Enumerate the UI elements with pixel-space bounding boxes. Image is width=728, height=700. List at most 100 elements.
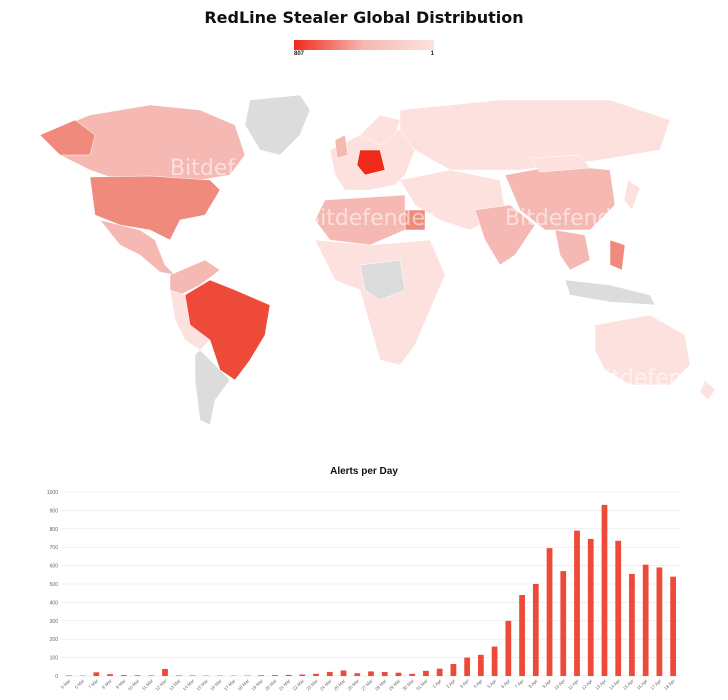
y-tick-label: 600: [50, 564, 59, 570]
x-tick-label: 19 Mar: [250, 678, 264, 692]
x-tick-label: 8 Mar: [101, 678, 113, 690]
x-tick-label: 3 Apr: [459, 678, 470, 689]
y-tick-label: 0: [55, 674, 58, 680]
x-tick-label: 15 Apr: [622, 678, 635, 691]
region-argentina-chile: [194, 349, 231, 426]
x-tick-label: 8 Apr: [528, 678, 539, 689]
x-tick-label: 18 Mar: [237, 678, 251, 692]
bar: [423, 670, 429, 676]
bar: [546, 548, 553, 676]
x-tick-label: 29 Mar: [388, 678, 402, 692]
region-scandinavia: [359, 114, 401, 146]
bar: [450, 664, 457, 676]
bar: [642, 564, 649, 676]
bar: [107, 674, 113, 676]
bar: [120, 675, 127, 676]
bar: [340, 670, 347, 676]
color-legend: 807 1: [294, 40, 434, 60]
bar: [409, 673, 416, 676]
bar: [368, 671, 374, 676]
region-philippines: [609, 239, 626, 271]
y-tick-label: 400: [50, 600, 59, 606]
x-tick-label: 25 Mar: [333, 678, 347, 692]
x-tick-label: 1 Apr: [431, 678, 442, 689]
y-tick-label: 900: [50, 508, 59, 514]
y-tick-label: 300: [50, 619, 59, 625]
bar: [464, 657, 471, 676]
region-new-zealand: [699, 379, 716, 401]
x-tick-label: 31 Mar: [415, 678, 429, 692]
bar: [285, 674, 292, 676]
legend-max-label: 807: [294, 51, 305, 57]
region-greenland: [244, 94, 311, 156]
region-united-kingdom: [334, 134, 349, 159]
x-tick-label: 13 Mar: [168, 678, 182, 692]
y-tick-label: 700: [50, 545, 59, 551]
chart-title: Alerts per Day: [330, 466, 398, 477]
x-tick-label: 6 Mar: [74, 678, 86, 690]
bar: [532, 584, 539, 676]
region-usa: [89, 175, 221, 241]
region-southeast-asia: [554, 229, 591, 271]
bar: [615, 540, 622, 676]
bar: [65, 675, 72, 676]
map-watermark-1: Bitdefender: [170, 156, 300, 181]
x-tick-label: 24 Mar: [319, 678, 333, 692]
region-central-africa: [359, 259, 406, 301]
map-watermark-2: Bitdefender: [305, 206, 435, 231]
page-title: RedLine Stealer Global Distribution: [204, 8, 524, 27]
x-tick-label: 16 Mar: [209, 678, 223, 692]
x-tick-label: 7 Mar: [87, 678, 99, 690]
x-tick-label: 18 Apr: [663, 678, 676, 691]
x-tick-label: 5 Mar: [60, 678, 72, 690]
bar: [381, 671, 388, 676]
x-tick-label: 28 Mar: [374, 678, 388, 692]
y-tick-label: 100: [50, 656, 59, 662]
region-indonesia: [564, 279, 656, 306]
x-tick-label: 20 Mar: [264, 678, 278, 692]
region-japan: [623, 179, 641, 211]
x-tick-label: 22 Mar: [292, 678, 306, 692]
bar: [601, 504, 608, 676]
x-tick-label: 23 Mar: [305, 678, 319, 692]
x-tick-label: 6 Apr: [500, 678, 511, 689]
bar: [189, 675, 196, 676]
bar: [670, 576, 677, 676]
x-tick-label: 9 Apr: [541, 678, 552, 689]
bar: [258, 675, 265, 676]
y-tick-label: 800: [50, 527, 59, 533]
region-india: [474, 204, 536, 266]
x-tick-label: 15 Mar: [195, 678, 209, 692]
bar: [395, 672, 402, 676]
region-canada: [39, 104, 246, 181]
y-tick-label: 1000: [47, 490, 58, 496]
x-tick-label: 9 Mar: [115, 678, 127, 690]
region-alaska: [39, 119, 96, 156]
y-tick-label: 500: [50, 582, 59, 588]
x-tick-label: 17 Mar: [223, 678, 237, 692]
bar: [313, 673, 319, 676]
x-tick-label: 7 Apr: [514, 678, 525, 689]
bar: [436, 668, 443, 676]
bar: [271, 675, 278, 676]
bar: [587, 538, 594, 676]
x-tick-label: 12 Mar: [154, 678, 168, 692]
bar: [629, 573, 635, 676]
x-tick-label: 14 Mar: [182, 678, 196, 692]
bar: [148, 675, 155, 676]
bar: [505, 620, 512, 676]
region-australia: [594, 314, 691, 386]
x-tick-label: 26 Mar: [347, 678, 361, 692]
bar: [326, 671, 333, 676]
x-tick-label: 10 Mar: [127, 678, 141, 692]
x-tick-label: 30 Mar: [401, 678, 415, 692]
bar: [299, 674, 306, 676]
bar: [354, 673, 361, 676]
alerts-per-day-chart: 0 100 200 300 400 500 600 700 800 900 1000 5 Mar 6 M…: [47, 490, 680, 692]
region-peru-bolivia: [169, 289, 211, 351]
x-tick-label: 21 Mar: [278, 678, 292, 692]
x-tick-label: 13 Apr: [594, 678, 607, 691]
legend-gradient-bar: [294, 40, 434, 50]
map-watermark-3: Bitdefender: [505, 206, 635, 231]
x-tick-label: 10 Apr: [553, 678, 566, 691]
